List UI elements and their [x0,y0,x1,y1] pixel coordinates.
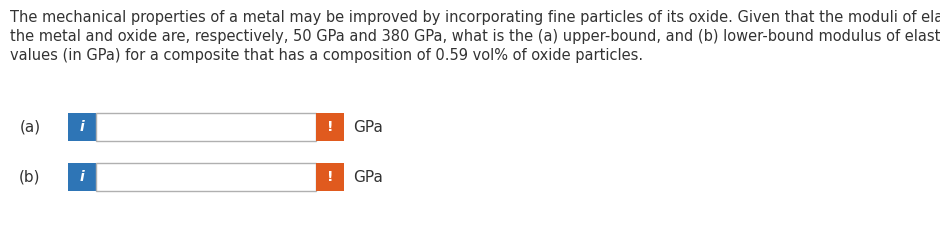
Bar [68,113,96,141]
Text: values (in GPa) for a composite that has a composition of 0.59 vol% of oxide par: values (in GPa) for a composite that has… [10,48,643,63]
Text: !: ! [327,170,334,184]
Text: i: i [80,120,85,134]
Text: the metal and oxide are, respectively, 50 GPa and 380 GPa, what is the (a) upper: the metal and oxide are, respectively, 5… [10,29,940,44]
Bar [316,163,344,191]
Bar [96,163,316,191]
Bar [68,163,96,191]
Text: GPa: GPa [353,119,383,135]
Text: GPa: GPa [353,170,383,185]
Text: (b): (b) [19,170,40,185]
Bar [96,113,316,141]
Text: !: ! [327,120,334,134]
Text: (a): (a) [20,119,40,135]
Text: i: i [80,170,85,184]
Bar [316,113,344,141]
Text: The mechanical properties of a metal may be improved by incorporating fine parti: The mechanical properties of a metal may… [10,10,940,25]
